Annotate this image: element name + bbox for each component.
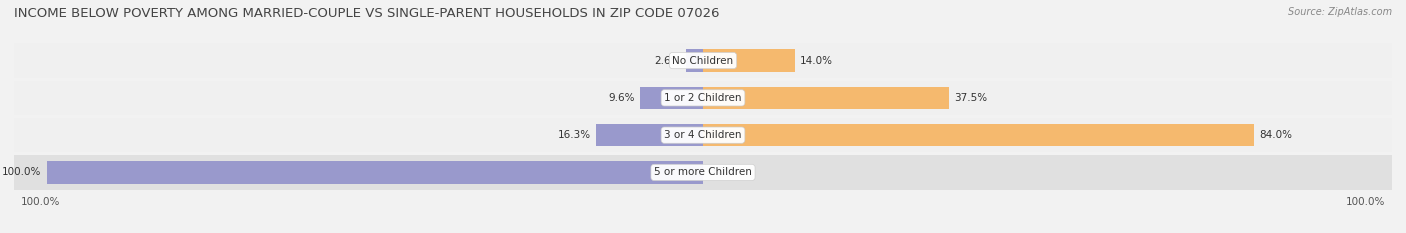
Text: 9.6%: 9.6%	[609, 93, 634, 103]
Text: 16.3%: 16.3%	[558, 130, 591, 140]
Bar	[14, 118, 1392, 152]
Text: 5 or more Children: 5 or more Children	[654, 168, 752, 177]
Text: 0.0%: 0.0%	[709, 168, 734, 177]
Text: 1 or 2 Children: 1 or 2 Children	[664, 93, 742, 103]
Bar	[596, 124, 703, 146]
Text: No Children: No Children	[672, 56, 734, 65]
Text: 84.0%: 84.0%	[1260, 130, 1292, 140]
Bar	[640, 87, 703, 109]
Text: 100.0%: 100.0%	[3, 168, 42, 177]
Bar	[703, 87, 949, 109]
Text: INCOME BELOW POVERTY AMONG MARRIED-COUPLE VS SINGLE-PARENT HOUSEHOLDS IN ZIP COD: INCOME BELOW POVERTY AMONG MARRIED-COUPL…	[14, 7, 720, 20]
Text: 100.0%: 100.0%	[21, 197, 60, 207]
Text: 3 or 4 Children: 3 or 4 Children	[664, 130, 742, 140]
Text: Source: ZipAtlas.com: Source: ZipAtlas.com	[1288, 7, 1392, 17]
Text: 2.6%: 2.6%	[654, 56, 681, 65]
Bar	[703, 124, 1254, 146]
Bar	[703, 49, 794, 72]
Bar	[14, 81, 1392, 115]
Text: 100.0%: 100.0%	[1346, 197, 1385, 207]
Bar	[14, 155, 1392, 190]
Text: 14.0%: 14.0%	[800, 56, 834, 65]
Bar	[14, 43, 1392, 78]
Text: 37.5%: 37.5%	[955, 93, 987, 103]
Bar	[46, 161, 703, 184]
Bar	[686, 49, 703, 72]
